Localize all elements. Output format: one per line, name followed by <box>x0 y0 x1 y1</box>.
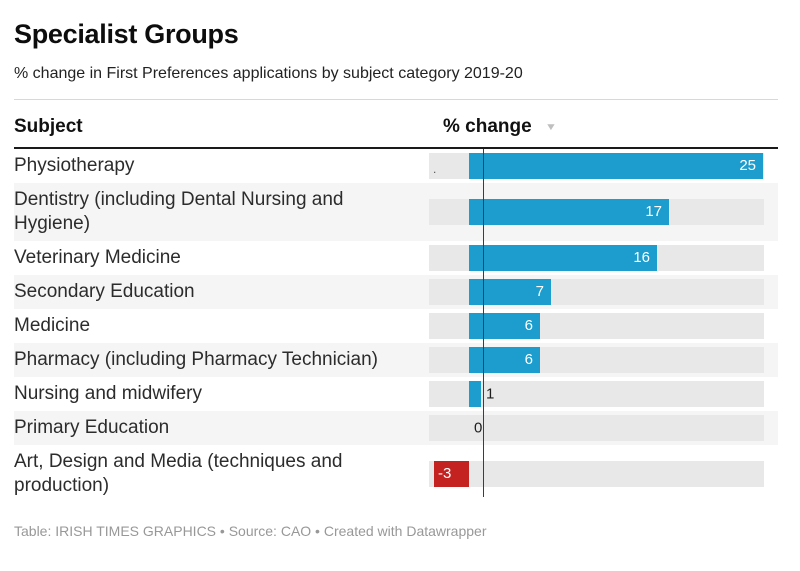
table-row: Nursing and midwifery 1 <box>14 377 778 411</box>
bar-track <box>429 461 764 487</box>
value-cell: 7 <box>429 279 764 305</box>
row-label: Secondary Education <box>14 281 195 302</box>
table-body: Physiotherapy 25. Dentistry (including Den… <box>14 149 778 503</box>
value-cell: -3 <box>429 450 764 498</box>
row-label: Dentistry (including Dental Nursing and … <box>14 189 344 234</box>
value-cell: 1 <box>429 381 764 407</box>
table-row: Pharmacy (including Pharmacy Technician)… <box>14 343 778 377</box>
value-cell: 0 <box>429 415 764 441</box>
row-label: Pharmacy (including Pharmacy Technician) <box>14 349 378 370</box>
row-label: Veterinary Medicine <box>14 247 181 268</box>
bar-positive: 7 <box>469 279 551 305</box>
value-cell: 6 <box>429 347 764 373</box>
value-label: 1 <box>486 385 495 403</box>
row-label: Art, Design and Media (techniques and pr… <box>14 451 343 496</box>
sort-descending-icon: ▼ <box>544 121 557 133</box>
bar-positive <box>469 381 481 407</box>
value-cell: 6 <box>429 313 764 339</box>
row-label: Nursing and midwifery <box>14 383 202 404</box>
table-header: Subject % change ▼ <box>14 99 778 149</box>
table-row: Veterinary Medicine 16 <box>14 241 778 275</box>
bar-track <box>429 381 764 407</box>
table-row: Primary Education 0 <box>14 411 778 445</box>
row-label: Primary Education <box>14 417 170 438</box>
table-row: Medicine 6 <box>14 309 778 343</box>
value-label: 17 <box>645 203 662 220</box>
value-label: 0 <box>474 419 483 437</box>
column-header-change-label: % change <box>443 116 532 137</box>
value-cell: 17 <box>429 188 764 236</box>
bar-positive: 17 <box>469 199 669 225</box>
bar-positive: 6 <box>469 347 540 373</box>
bar-positive: 16 <box>469 245 657 271</box>
value-label: 16 <box>633 249 650 266</box>
bar-track <box>429 415 764 441</box>
chart-subtitle: % change in First Preferences applicatio… <box>14 65 523 82</box>
page-title: Specialist Groups <box>14 19 239 49</box>
row-label: Medicine <box>14 315 91 336</box>
table-row: Secondary Education 7 <box>14 275 778 309</box>
table-row: Physiotherapy 25. <box>14 149 778 183</box>
value-label: 7 <box>535 283 544 300</box>
value-cell: 25. <box>429 153 764 179</box>
column-header-subject[interactable]: Subject <box>14 116 83 137</box>
stray-dot: . <box>433 162 437 176</box>
bar-positive: 25 <box>469 153 763 179</box>
bar-positive: 6 <box>469 313 540 339</box>
bar-negative: -3 <box>434 461 469 487</box>
row-label: Physiotherapy <box>14 155 135 176</box>
zero-axis-line <box>483 149 484 497</box>
value-label: 25 <box>739 157 756 174</box>
value-label: -3 <box>438 465 452 482</box>
table-row: Dentistry (including Dental Nursing and … <box>14 183 778 241</box>
attribution-footer: Table: IRISH TIMES GRAPHICS • Source: CA… <box>14 523 487 539</box>
table-row: Art, Design and Media (techniques and pr… <box>14 445 778 503</box>
value-label: 6 <box>524 351 533 368</box>
value-cell: 16 <box>429 245 764 271</box>
column-header-change[interactable]: % change ▼ <box>443 116 557 138</box>
value-label: 6 <box>524 317 533 334</box>
